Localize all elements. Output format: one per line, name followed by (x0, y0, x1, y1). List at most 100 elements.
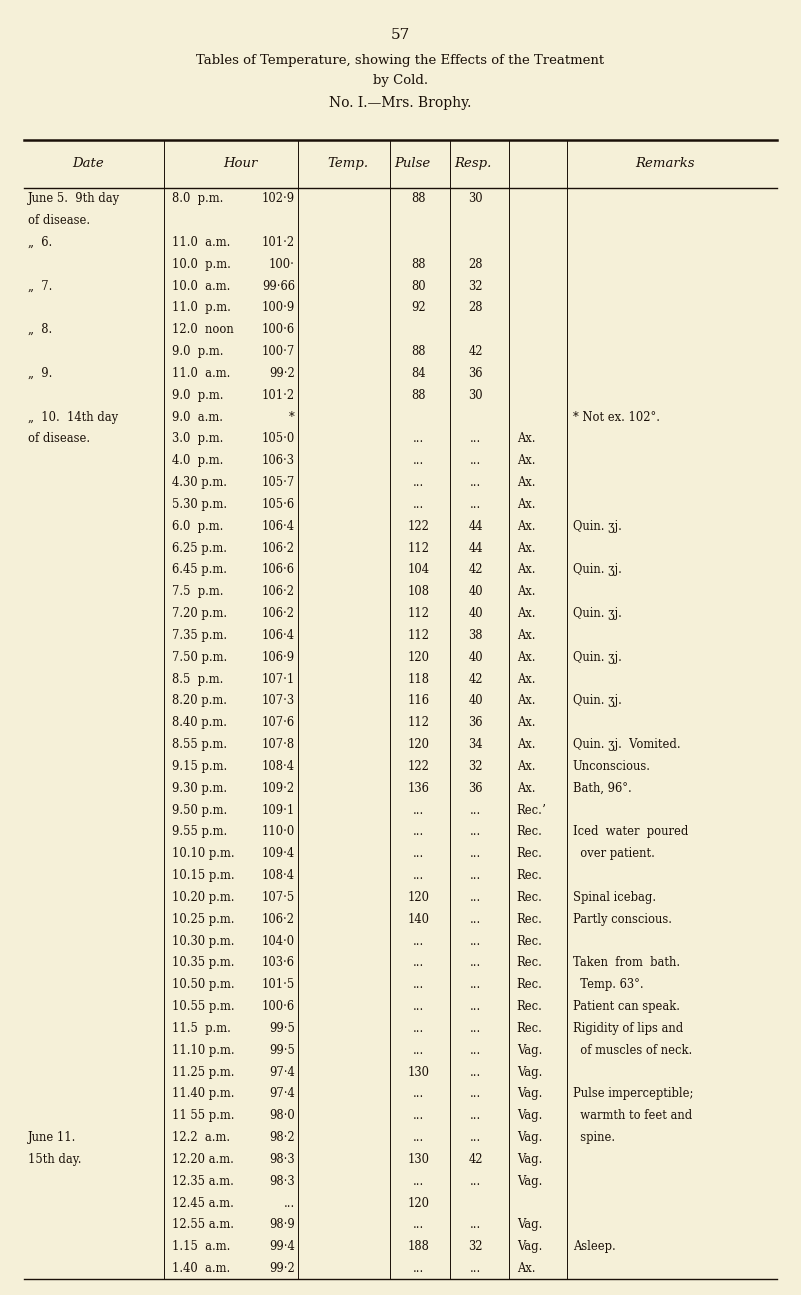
Text: Hour: Hour (223, 157, 257, 171)
Text: 112: 112 (408, 716, 430, 729)
Text: 106·2: 106·2 (262, 541, 295, 554)
Text: Resp.: Resp. (454, 157, 491, 171)
Text: 44: 44 (469, 519, 483, 532)
Text: 98·2: 98·2 (269, 1131, 295, 1143)
Text: ...: ... (470, 847, 481, 860)
Text: 32: 32 (469, 760, 483, 773)
Text: „  7.: „ 7. (28, 280, 52, 293)
Text: 130: 130 (408, 1153, 430, 1166)
Text: ...: ... (470, 825, 481, 838)
Text: Ax.: Ax. (517, 607, 535, 620)
Text: ...: ... (470, 1000, 481, 1013)
Text: 11.0  p.m.: 11.0 p.m. (172, 302, 231, 315)
Text: 10.0  a.m.: 10.0 a.m. (172, 280, 231, 293)
Text: 84: 84 (412, 366, 426, 379)
Text: 4.30 p.m.: 4.30 p.m. (172, 477, 227, 490)
Text: 42: 42 (469, 344, 483, 357)
Text: 4.0  p.m.: 4.0 p.m. (172, 455, 223, 467)
Text: 112: 112 (408, 607, 430, 620)
Text: Vag.: Vag. (517, 1241, 542, 1254)
Text: Spinal icebag.: Spinal icebag. (573, 891, 656, 904)
Text: 116: 116 (408, 694, 430, 707)
Text: 106·2: 106·2 (262, 607, 295, 620)
Text: Pulse: Pulse (394, 157, 431, 171)
Text: 11.25 p.m.: 11.25 p.m. (172, 1066, 235, 1079)
Text: warmth to feet and: warmth to feet and (573, 1110, 692, 1123)
Text: 99·2: 99·2 (269, 366, 295, 379)
Text: 98·3: 98·3 (269, 1153, 295, 1166)
Text: Ax.: Ax. (517, 585, 535, 598)
Text: 10.0  p.m.: 10.0 p.m. (172, 258, 231, 271)
Text: Quin. ʒj.: Quin. ʒj. (573, 694, 622, 707)
Text: „  10.  14th day: „ 10. 14th day (28, 411, 119, 423)
Text: 80: 80 (412, 280, 426, 293)
Text: Vag.: Vag. (517, 1153, 542, 1166)
Text: Vag.: Vag. (517, 1131, 542, 1143)
Text: 11.0  a.m.: 11.0 a.m. (172, 366, 231, 379)
Text: ...: ... (413, 1131, 425, 1143)
Text: 34: 34 (469, 738, 483, 751)
Text: 110·0: 110·0 (261, 825, 295, 838)
Text: ...: ... (413, 497, 425, 510)
Text: Rec.: Rec. (517, 935, 542, 948)
Text: Unconscious.: Unconscious. (573, 760, 650, 773)
Text: 57: 57 (391, 28, 410, 43)
Text: 12.20 a.m.: 12.20 a.m. (172, 1153, 234, 1166)
Text: 88: 88 (412, 388, 426, 401)
Text: 108·4: 108·4 (262, 869, 295, 882)
Text: 188: 188 (408, 1241, 430, 1254)
Text: 9.50 p.m.: 9.50 p.m. (172, 803, 227, 817)
Text: 88: 88 (412, 192, 426, 205)
Text: ...: ... (413, 1022, 425, 1035)
Text: Date: Date (72, 157, 104, 171)
Text: Quin. ʒj.: Quin. ʒj. (573, 650, 622, 664)
Text: 6.45 p.m.: 6.45 p.m. (172, 563, 227, 576)
Text: 5.30 p.m.: 5.30 p.m. (172, 497, 227, 510)
Text: 109·2: 109·2 (262, 782, 295, 795)
Text: Rec.: Rec. (517, 913, 542, 926)
Text: Ax.: Ax. (517, 694, 535, 707)
Text: ...: ... (470, 869, 481, 882)
Text: Temp. 63°.: Temp. 63°. (573, 978, 643, 991)
Text: 101·2: 101·2 (262, 388, 295, 401)
Text: 36: 36 (469, 782, 483, 795)
Text: ...: ... (413, 978, 425, 991)
Text: 36: 36 (469, 366, 483, 379)
Text: 107·6: 107·6 (262, 716, 295, 729)
Text: 101·2: 101·2 (262, 236, 295, 249)
Text: ...: ... (470, 935, 481, 948)
Text: 88: 88 (412, 344, 426, 357)
Text: 28: 28 (469, 258, 483, 271)
Text: 120: 120 (408, 891, 430, 904)
Text: Ax.: Ax. (517, 672, 535, 685)
Text: ...: ... (413, 825, 425, 838)
Text: Ax.: Ax. (517, 477, 535, 490)
Text: Rec.: Rec. (517, 869, 542, 882)
Text: Pulse imperceptible;: Pulse imperceptible; (573, 1088, 693, 1101)
Text: 28: 28 (469, 302, 483, 315)
Text: 106·6: 106·6 (262, 563, 295, 576)
Text: Rec.: Rec. (517, 1000, 542, 1013)
Text: Quin. ʒj.  Vomited.: Quin. ʒj. Vomited. (573, 738, 680, 751)
Text: „  9.: „ 9. (28, 366, 52, 379)
Text: ...: ... (413, 455, 425, 467)
Text: 106·2: 106·2 (262, 585, 295, 598)
Text: 109·4: 109·4 (262, 847, 295, 860)
Text: 104: 104 (408, 563, 430, 576)
Text: 11 55 p.m.: 11 55 p.m. (172, 1110, 235, 1123)
Text: ...: ... (413, 1219, 425, 1232)
Text: 122: 122 (408, 519, 430, 532)
Text: 107·8: 107·8 (262, 738, 295, 751)
Text: 105·0: 105·0 (261, 433, 295, 445)
Text: 8.5  p.m.: 8.5 p.m. (172, 672, 223, 685)
Text: 12.45 a.m.: 12.45 a.m. (172, 1197, 234, 1210)
Text: 15th day.: 15th day. (28, 1153, 82, 1166)
Text: Ax.: Ax. (517, 629, 535, 642)
Text: 106·4: 106·4 (262, 519, 295, 532)
Text: Rec.: Rec. (517, 847, 542, 860)
Text: 10.10 p.m.: 10.10 p.m. (172, 847, 235, 860)
Text: ...: ... (413, 803, 425, 817)
Text: ...: ... (470, 913, 481, 926)
Text: 1.40  a.m.: 1.40 a.m. (172, 1263, 231, 1276)
Text: 122: 122 (408, 760, 430, 773)
